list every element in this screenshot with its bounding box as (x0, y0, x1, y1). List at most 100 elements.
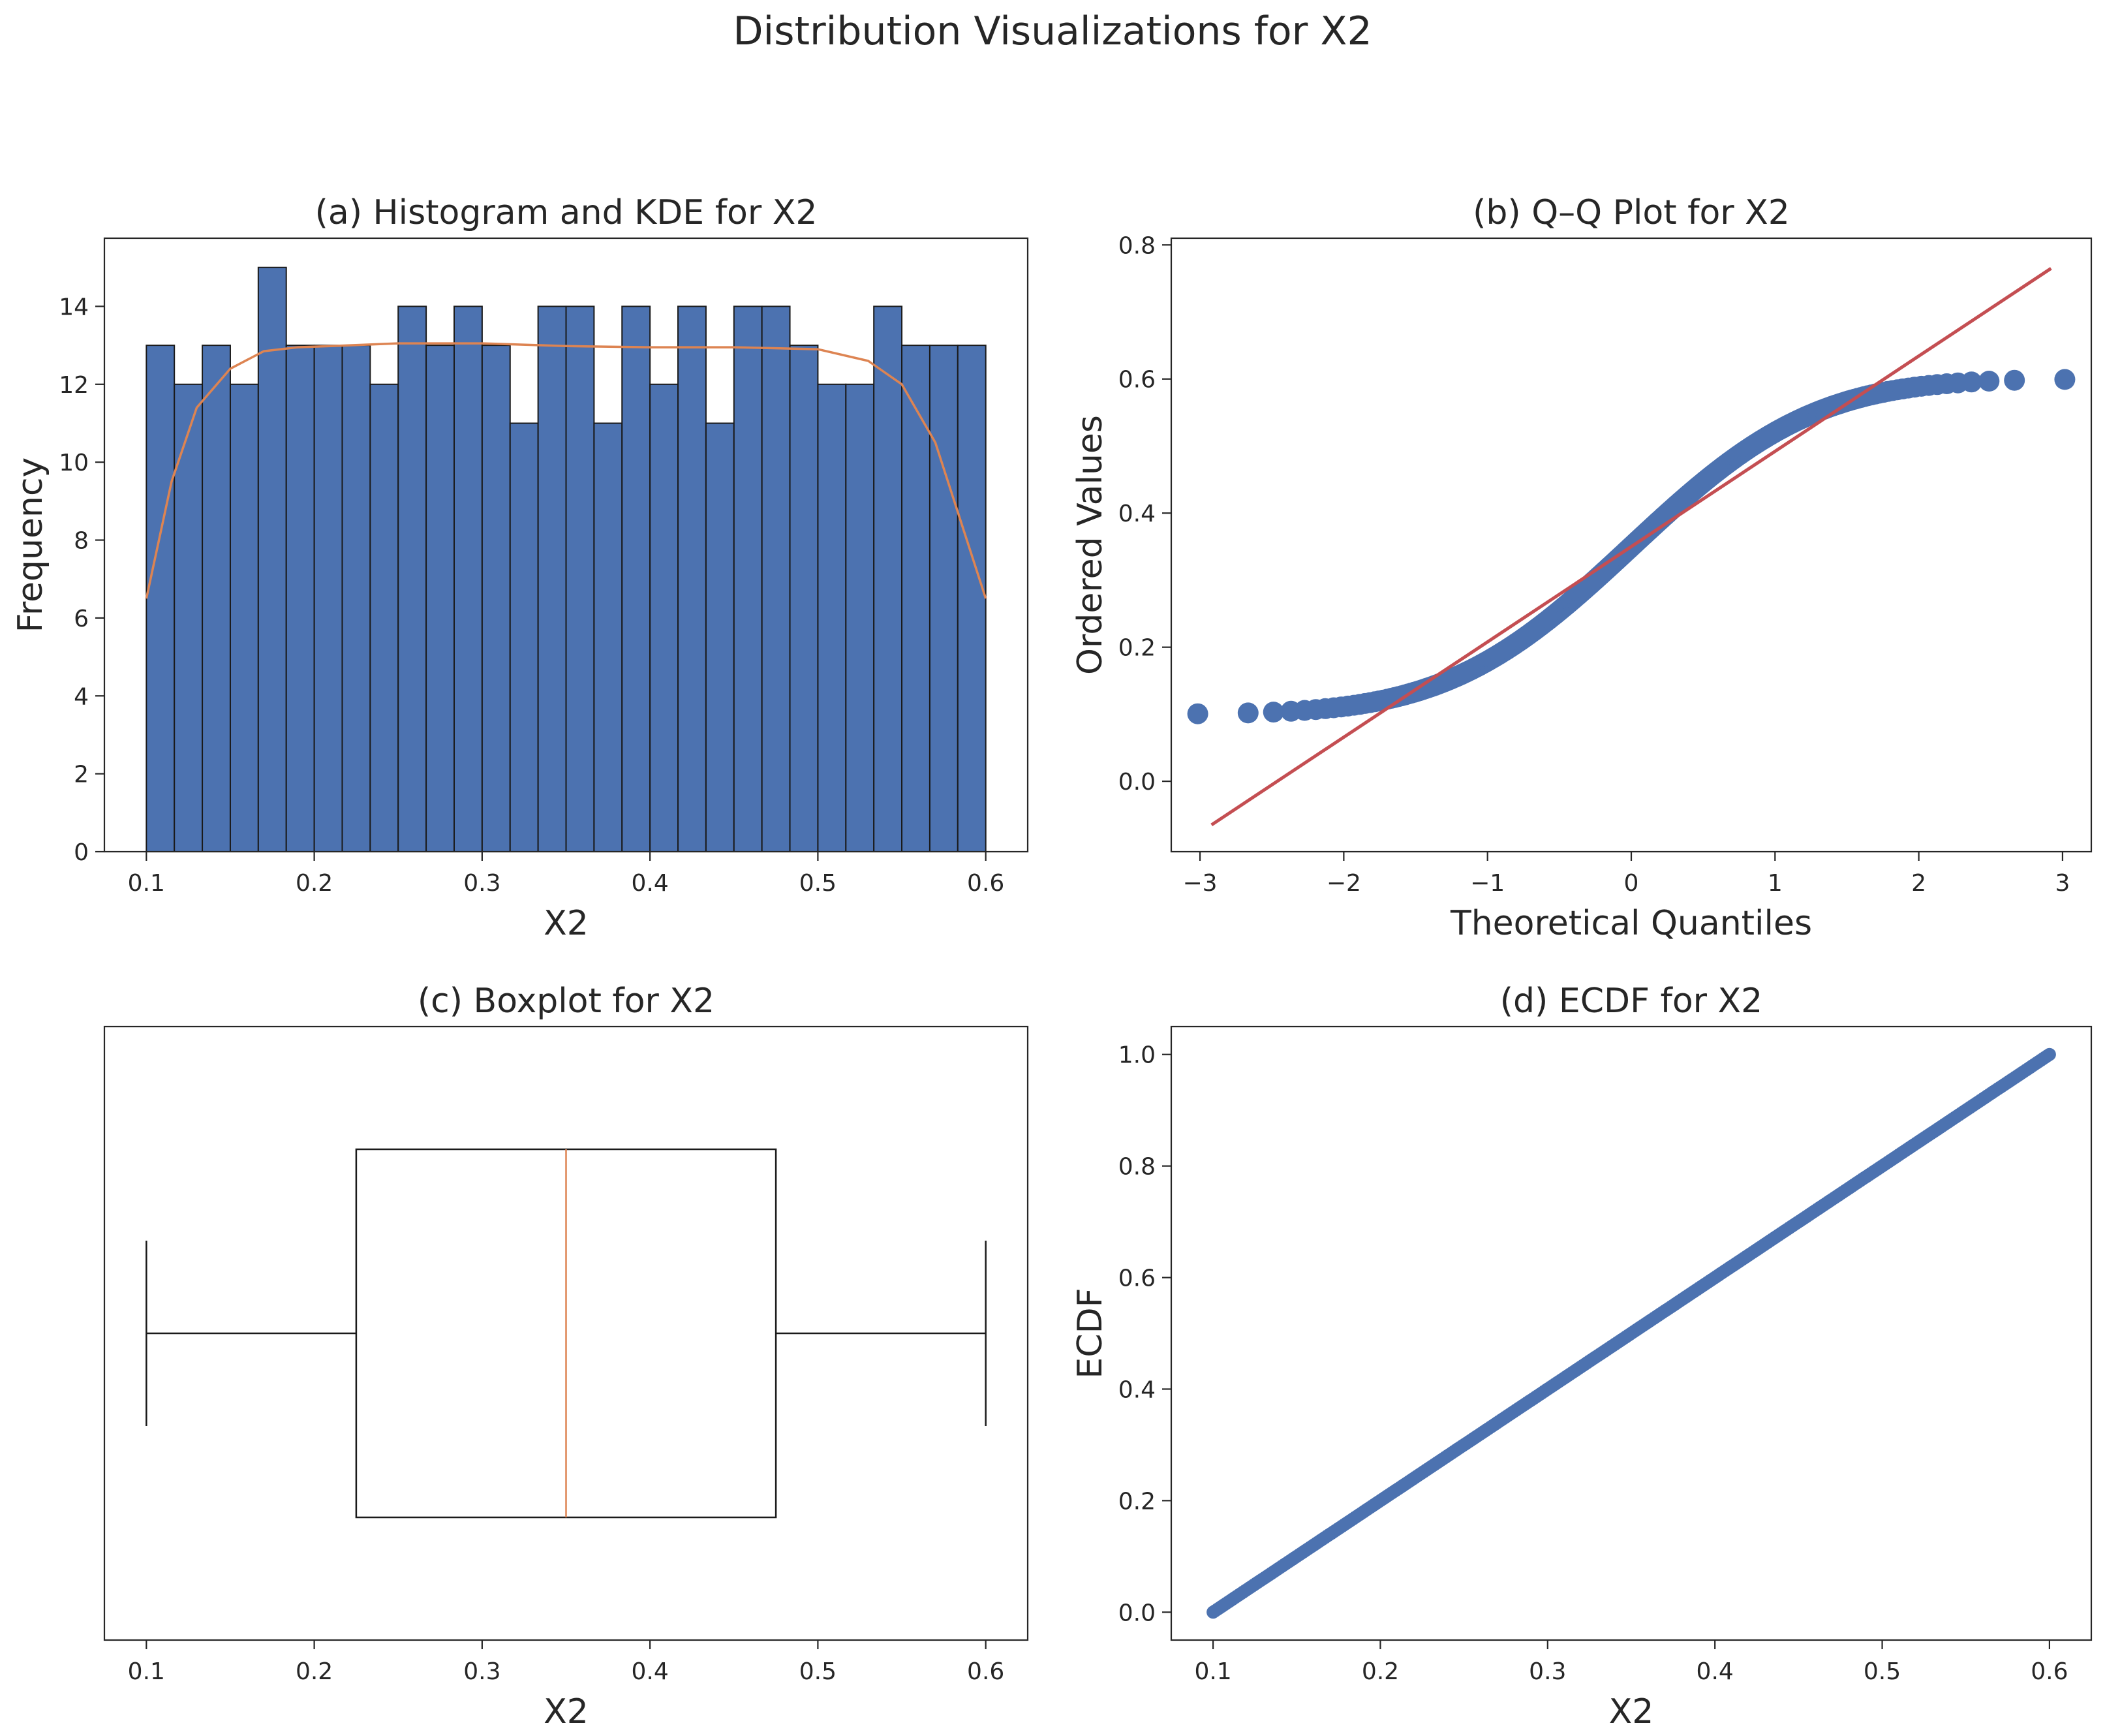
y-tick-label: 12 (59, 372, 89, 399)
y-tick-label: 0.2 (1118, 635, 1156, 662)
axes-frame (103, 237, 1029, 853)
x-tick-label: 0.3 (1529, 1658, 1566, 1685)
qq-point (1263, 702, 1284, 723)
qq-point (2004, 369, 2025, 391)
panel-title: (d) ECDF for X2 (1500, 982, 1763, 1021)
y-tick-label: 0.0 (1118, 1600, 1156, 1626)
histogram-bar (229, 383, 259, 852)
ecdf-panel: (d) ECDF for X2 0.1 0.2 0.3 0.4 0.5 0.6 0.0 0.2 0… (1071, 982, 2093, 1731)
x-tick-label: 0.4 (1697, 1658, 1734, 1685)
x-axis-label: X2 (1609, 1692, 1654, 1731)
x-tick-label: −1 (1470, 870, 1505, 897)
qq-fit-line (1210, 267, 2052, 826)
x-tick-label: −3 (1183, 870, 1218, 897)
axes-frame (103, 1025, 1029, 1641)
qq-plot-panel: (b) Q–Q Plot for X2 −3 −2 −1 0 1 2 3 0.0 0.2 0.4 0.… (1071, 193, 2093, 943)
qq-point (1978, 371, 2000, 392)
x-tick-label: 0.1 (128, 1658, 165, 1685)
figure-title: Distribution Visualizations for X2 (733, 8, 1372, 54)
histogram-bar (369, 383, 399, 852)
x-tick-label: 0.3 (463, 1658, 500, 1685)
qq-point (2054, 369, 2076, 390)
histogram-bar (397, 305, 427, 852)
histogram-bar (649, 383, 679, 852)
x-tick-label: 3 (2055, 870, 2070, 897)
y-tick-label: 0.6 (1118, 1265, 1156, 1292)
x-tick-label: 0.6 (967, 870, 1004, 897)
x-tick-label: 0.5 (799, 870, 837, 897)
histogram-bar (537, 305, 567, 852)
y-tick-label: 0.2 (1118, 1488, 1156, 1515)
qq-point (1237, 702, 1259, 724)
y-tick-label: 0 (74, 839, 89, 866)
y-axis-label: Frequency (11, 457, 50, 633)
x-tick-label: 0.5 (1864, 1658, 1901, 1685)
y-tick-label: 0.4 (1118, 1376, 1156, 1403)
y-tick-label: 0.8 (1118, 1154, 1156, 1181)
histogram-bar (789, 345, 819, 852)
x-tick-label: 0 (1624, 870, 1639, 897)
x-tick-label: 0.1 (1194, 1658, 1231, 1685)
histogram-bar (257, 266, 287, 852)
x-tick-label: 0.2 (1362, 1658, 1399, 1685)
y-tick-label: 1.0 (1118, 1042, 1156, 1069)
histogram-bar (929, 345, 959, 852)
histogram-bar (146, 345, 176, 852)
histogram-bar (285, 345, 315, 852)
y-tick-label: 14 (59, 294, 89, 320)
histogram-bar (481, 345, 511, 852)
x-axis-label: X2 (544, 904, 589, 943)
y-tick-label: 6 (74, 606, 89, 632)
y-axis-label: Ordered Values (1071, 415, 1110, 675)
x-tick-label: 0.5 (799, 1658, 837, 1685)
y-tick-label: 0.0 (1118, 769, 1156, 796)
histogram-bar (509, 422, 539, 852)
histogram-bar (425, 345, 455, 852)
histogram-bar (621, 305, 651, 852)
y-tick-label: 0.4 (1118, 501, 1156, 527)
histogram-bar (677, 305, 707, 852)
histogram-bar (341, 345, 371, 852)
y-tick-label: 8 (74, 528, 89, 555)
x-tick-label: 2 (1911, 870, 1926, 897)
histogram-bar (733, 305, 763, 852)
y-tick-label: 0.8 (1118, 232, 1156, 259)
kde-curve (145, 342, 987, 599)
x-axis-label: Theoretical Quantiles (1450, 904, 1812, 943)
x-axis-label: X2 (544, 1692, 589, 1731)
y-tick-label: 4 (74, 683, 89, 710)
axes-frame (1170, 1025, 2093, 1641)
x-tick-label: 1 (1768, 870, 1783, 897)
x-tick-label: 0.1 (128, 870, 165, 897)
x-tick-label: 0.4 (632, 870, 669, 897)
x-tick-label: 0.3 (463, 870, 500, 897)
y-tick-label: 0.6 (1118, 367, 1156, 394)
histogram-bar (873, 305, 903, 852)
x-tick-label: 0.4 (632, 1658, 669, 1685)
histogram-bar (901, 345, 930, 852)
x-tick-label: 0.6 (967, 1658, 1004, 1685)
ecdf-point (2042, 1047, 2056, 1061)
y-tick-label: 10 (59, 450, 89, 476)
histogram-panel: (a) Histogram and KDE for X2 0.1 0.2 0.3 0.4… (11, 193, 1029, 943)
histogram-bar (845, 383, 875, 852)
x-tick-label: 0.2 (296, 870, 333, 897)
histogram-bar (817, 383, 847, 852)
histogram-bar (957, 345, 987, 852)
histogram-bar (313, 345, 343, 852)
panel-title: (a) Histogram and KDE for X2 (315, 193, 818, 232)
qq-point (1187, 703, 1208, 724)
histogram-bar (705, 422, 735, 852)
panel-title: (b) Q–Q Plot for X2 (1473, 193, 1790, 232)
histogram-bar (593, 422, 623, 852)
qq-point (1961, 371, 1982, 393)
y-tick-label: 2 (74, 762, 89, 788)
histogram-bar (202, 345, 231, 852)
x-tick-label: 0.2 (296, 1658, 333, 1685)
histogram-bar (761, 305, 791, 852)
histogram-bar (453, 305, 483, 852)
x-tick-label: 0.6 (2031, 1658, 2068, 1685)
histogram-bar (565, 305, 595, 852)
panel-title: (c) Boxplot for X2 (418, 982, 714, 1021)
